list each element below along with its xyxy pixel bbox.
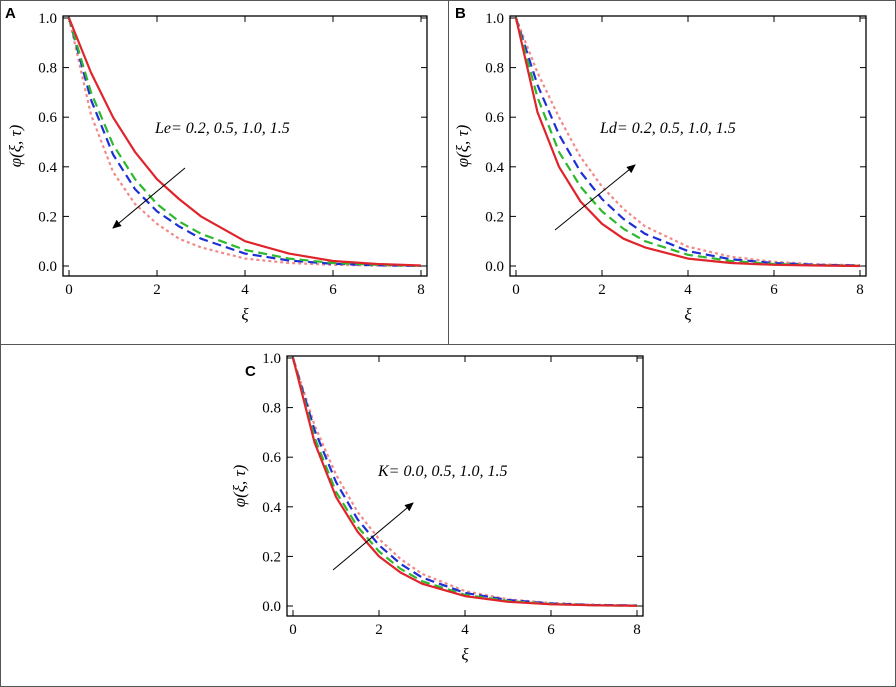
x-tick-label-b: 2 [598,282,606,298]
series-line-c-0 [291,357,638,607]
plot-frame-b [509,15,867,277]
x-tick-label-a: 4 [241,282,249,298]
y-tick-label-b: 0.2 [485,209,504,225]
x-tick-label-c: 8 [633,622,641,638]
series-line-b-0 [514,17,861,268]
y-tick-label-a: 0.0 [38,259,57,275]
x-tick-label-c: 2 [375,622,383,638]
trend-arrow-a [112,167,186,229]
x-tick-label-a: 6 [329,282,337,298]
y-tick-label-a: 0.8 [38,61,57,77]
x-tick-label-b: 6 [770,282,778,298]
y-tick-label-c: 0.6 [262,450,281,466]
y-tick-label-c: 0.4 [262,500,281,516]
series-line-b-3 [514,17,861,267]
y-tick-label-a: 0.6 [38,110,57,126]
y-tick-label-c: 0.8 [262,401,281,417]
x-tick-label-b: 0 [512,282,520,298]
panel-a-letter: A [5,5,16,22]
x-tick-label-c: 6 [547,622,555,638]
y-tick-label-a: 0.2 [38,209,57,225]
y-tick-label-c: 0.0 [262,599,281,615]
series-line-a-0 [67,17,422,267]
plot-frame-c [286,355,644,617]
panel-b-letter: B [455,5,466,22]
plot-frame-a [62,15,428,277]
y-axis-label-c: φ(ξ, τ) [230,464,249,507]
trend-arrow-c [332,502,414,571]
series-line-c-3 [291,357,638,607]
x-tick-label-a: 2 [153,282,161,298]
series-line-b-1 [514,17,861,267]
y-axis-label-b: φ(ξ, τ) [453,124,472,167]
x-tick-label-a: 8 [417,282,425,298]
y-tick-label-b: 0.4 [485,160,504,176]
y-tick-label-a: 0.4 [38,160,57,176]
y-tick-label-b: 0.8 [485,61,504,77]
annotation-a: Le= 0.2, 0.5, 1.0, 1.5 [154,120,290,137]
x-tick-label-c: 0 [289,622,297,638]
y-tick-label-b: 0.6 [485,110,504,126]
x-tick-label-a: 0 [65,282,73,298]
x-tick-label-c: 4 [461,622,469,638]
series-line-a-2 [67,17,422,267]
y-tick-label-b: 0.0 [485,259,504,275]
x-axis-label-c: ξ [461,645,469,664]
panel-c-letter: C [245,363,256,380]
series-line-c-1 [291,357,638,607]
x-tick-label-b: 8 [856,282,864,298]
series-line-b-2 [514,17,861,267]
series-line-a-3 [67,17,422,268]
series-line-a-1 [67,17,422,267]
y-axis-label-a: φ(ξ, τ) [6,124,25,167]
y-tick-label-a: 1.0 [38,11,57,27]
series-line-c-2 [291,357,638,607]
x-axis-label-a: ξ [241,305,249,324]
y-tick-label-c: 1.0 [262,351,281,367]
x-tick-label-b: 4 [684,282,692,298]
annotation-b: Ld= 0.2, 0.5, 1.0, 1.5 [599,120,736,137]
x-axis-label-b: ξ [684,305,692,324]
y-tick-label-c: 0.2 [262,549,281,565]
trend-arrow-b [554,164,636,231]
annotation-c: K= 0.0, 0.5, 1.0, 1.5 [377,463,507,480]
y-tick-label-b: 1.0 [485,11,504,27]
